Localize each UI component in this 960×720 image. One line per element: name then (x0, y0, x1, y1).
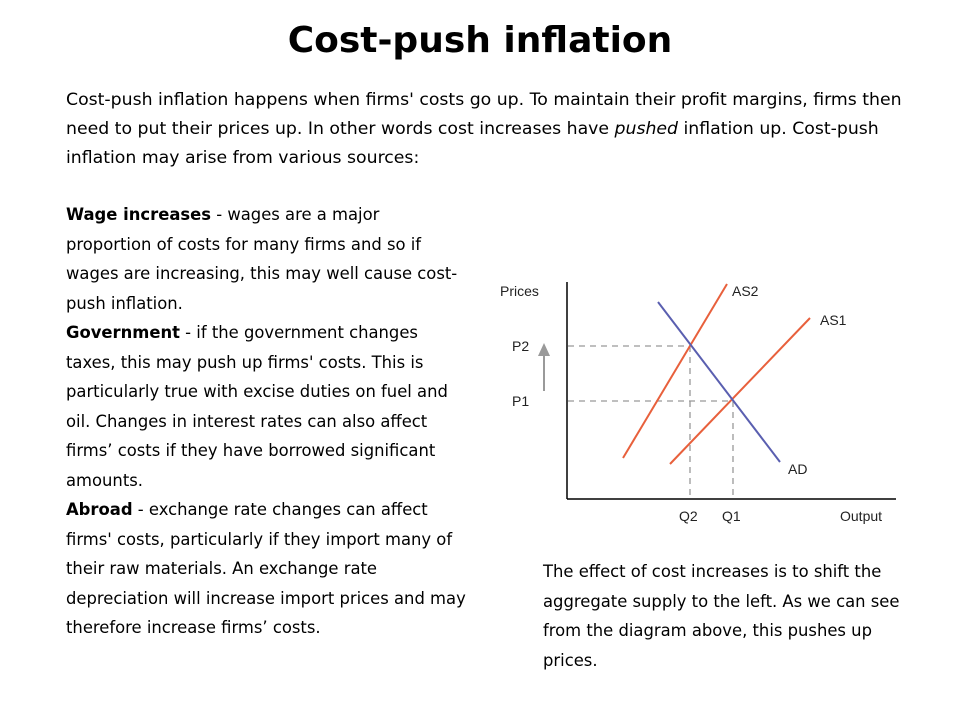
as1-label: AS1 (820, 312, 847, 328)
q1-label: Q1 (722, 508, 741, 524)
as2-label: AS2 (732, 283, 759, 299)
q2-label: Q2 (679, 508, 698, 524)
as1-curve (669, 317, 811, 465)
page-title: Cost-push inflation (287, 20, 673, 61)
intro-text-end: inflation up. Cost-push inflation may ar… (66, 119, 879, 168)
intro-emphasis: pushed (614, 119, 678, 139)
price-rise-arrow-head (538, 343, 550, 356)
cost-push-diagram: Prices Output P2 P1 Q2 Q1 AS2 AS1 AD (500, 282, 896, 524)
source-text: - if the government changes taxes, this … (66, 323, 448, 490)
source-wage: Wage increases - wages are a major propo… (66, 200, 466, 318)
source-abroad: Abroad - exchange rate changes can affec… (66, 495, 466, 643)
source-term: Wage increases (66, 205, 212, 224)
intro-paragraph: Cost-push inflation happens when firms' … (66, 86, 946, 173)
p2-label: P2 (512, 338, 529, 354)
sources-list: Wage increases - wages are a major propo… (66, 200, 466, 643)
p1-label: P1 (512, 393, 529, 409)
source-text: - exchange rate changes can affect firms… (66, 500, 466, 637)
as2-curve (622, 283, 728, 459)
x-axis-label: Output (840, 508, 882, 524)
ad-curve (657, 301, 781, 463)
source-government: Government - if the government changes t… (66, 318, 466, 495)
ad-label: AD (788, 461, 807, 477)
source-term: Abroad (66, 500, 133, 519)
y-axis-label: Prices (500, 283, 539, 299)
source-term: Government (66, 323, 180, 342)
diagram-caption: The effect of cost increases is to shift… (543, 562, 900, 670)
intro-text-start: Cost-push inflation happens when firms' … (66, 90, 902, 139)
source-text: - wages are a major proportion of costs … (66, 205, 458, 313)
